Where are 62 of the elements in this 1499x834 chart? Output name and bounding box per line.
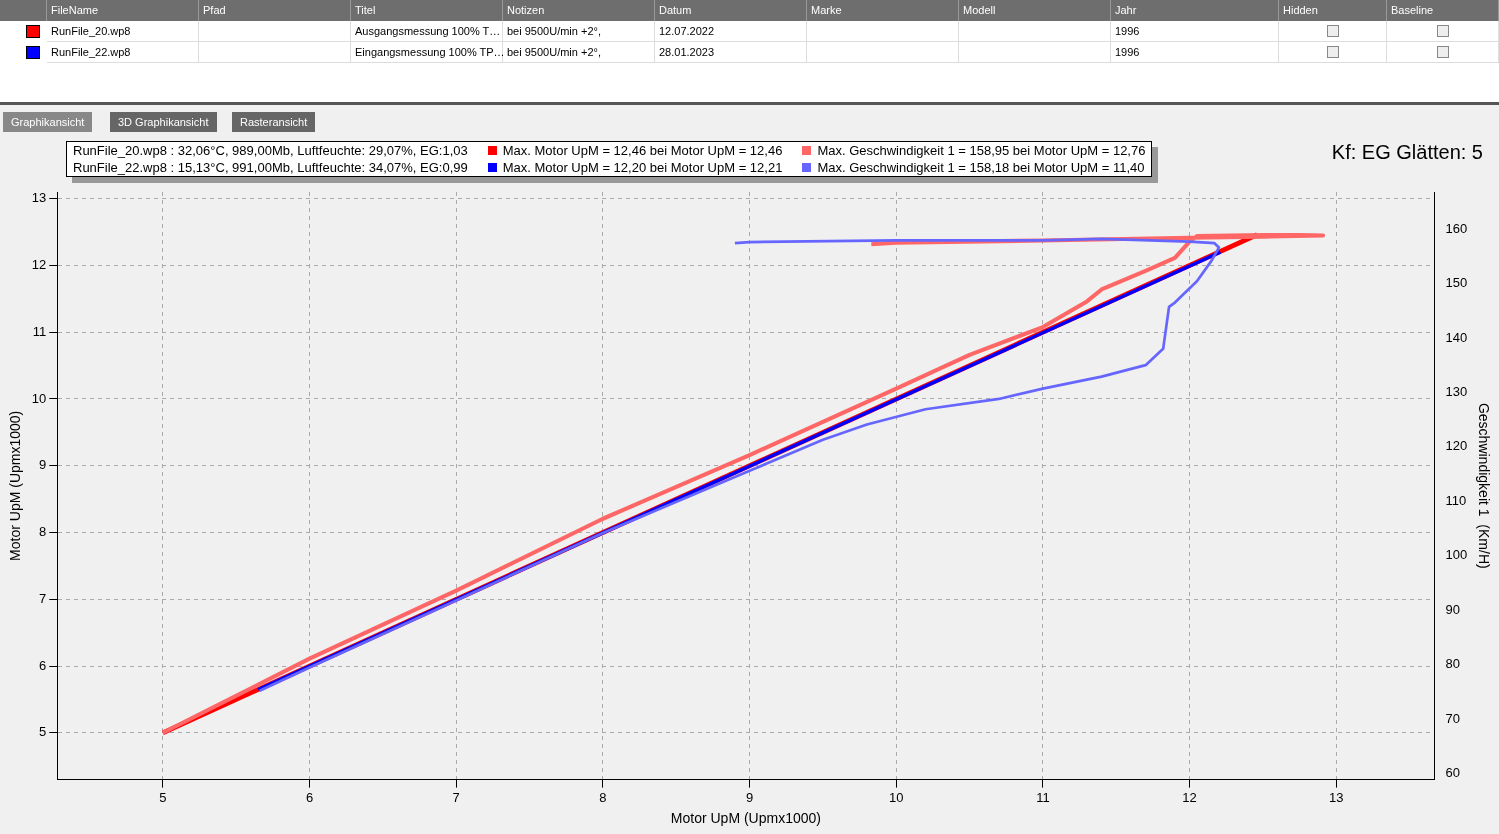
text: Rasteransicht: [232, 112, 316, 132]
text: bei 9500U/min +2°,: [503, 21, 655, 42]
y2-axis-title: Geschwindigkeit 1 (Km/H): [1475, 402, 1492, 569]
text: bei 9500U/min +2°,: [503, 42, 655, 63]
text: Notizen: [503, 0, 655, 21]
legend-label: Max. Geschwindigkeit 1 = 158,95 bei Motor UpM = 12,76: [816, 142, 1146, 159]
y2-tick-label: 80: [1445, 656, 1460, 672]
legend-label: Max. Geschwindigkeit 1 = 158,18 bei Motor UpM = 11,40: [816, 159, 1146, 176]
x-tick-label: 7: [452, 789, 460, 805]
x-tick-label: 12: [1182, 789, 1197, 805]
text: Titel: [351, 0, 503, 21]
text: Baseline: [1387, 0, 1499, 21]
x-tick-label: 9: [745, 789, 754, 805]
text: Modell: [959, 0, 1111, 21]
y2-tick-label: 70: [1445, 710, 1460, 726]
text: RunFile_22.wp8 : 15,13°C, 991,00Mb, Luftfeuchte: 34,07%, EG:0,99: [73, 159, 468, 176]
text: 1996: [1111, 21, 1279, 42]
x-tick-label: 10: [888, 789, 904, 805]
y2-tick-label: 140: [1445, 329, 1468, 345]
y-tick-label: 9: [39, 457, 47, 473]
text: RunFile_20.wp8 : 32,06°C, 989,00Mb, Luftfeuchte: 29,07%, EG:1,03: [73, 142, 468, 159]
y-tick-label: 12: [31, 257, 47, 273]
text: RunFile_22.wp8: [47, 42, 199, 63]
legend-label: Max. Motor UpM = 12,20 bei Motor UpM = 12,21: [501, 159, 783, 176]
text: Hidden: [1279, 0, 1387, 21]
y2-tick-label: 160: [1445, 220, 1468, 236]
y2-tick-label: 120: [1445, 438, 1468, 454]
y-tick-label: 7: [39, 590, 47, 606]
y2-tick-label: 60: [1445, 765, 1460, 781]
y2-tick-label: 100: [1445, 547, 1468, 563]
y-tick-label: 6: [39, 657, 47, 673]
text: FileName: [47, 0, 199, 21]
y2-tick-label: 150: [1445, 275, 1468, 291]
text: Datum: [655, 0, 807, 21]
text: Kf: EG Glätten: 5: [1331, 141, 1483, 164]
y-tick-label: 10: [31, 390, 47, 406]
legend-label: Max. Motor UpM = 12,46 bei Motor UpM = 12,46: [501, 142, 783, 159]
text: Marke: [807, 0, 959, 21]
x-tick-label: 13: [1329, 789, 1344, 805]
y-tick-label: 11: [32, 323, 47, 339]
x-tick-label: 11: [1036, 789, 1050, 805]
text: 3D Graphikansicht: [110, 112, 217, 132]
y2-tick-label: 90: [1445, 601, 1460, 617]
text: Ausgangsmessung 100% T…: [351, 21, 503, 42]
text: Pfad: [199, 0, 351, 21]
text: Eingangsmessung 100% TP…: [351, 42, 505, 63]
x-tick-label: 8: [599, 789, 607, 805]
text: Jahr: [1111, 0, 1279, 21]
text: RunFile_20.wp8: [47, 21, 199, 42]
x-axis-title: Motor UpM (Upmx1000): [670, 810, 821, 827]
y-tick-label: 8: [39, 524, 47, 540]
y2-tick-label: 130: [1445, 383, 1468, 399]
y-tick-label: 13: [31, 190, 47, 206]
y-axis-title: Motor UpM (Upmx1000): [7, 410, 24, 561]
text: Graphikansicht: [3, 112, 93, 132]
y-tick-label: 5: [39, 724, 47, 740]
x-tick-label: 6: [305, 789, 314, 805]
text: 28.01.2023: [655, 42, 807, 63]
text: 1996: [1111, 42, 1279, 63]
text: 12.07.2022: [655, 21, 807, 42]
y2-tick-label: 110: [1445, 492, 1467, 508]
x-tick-label: 5: [159, 789, 167, 805]
